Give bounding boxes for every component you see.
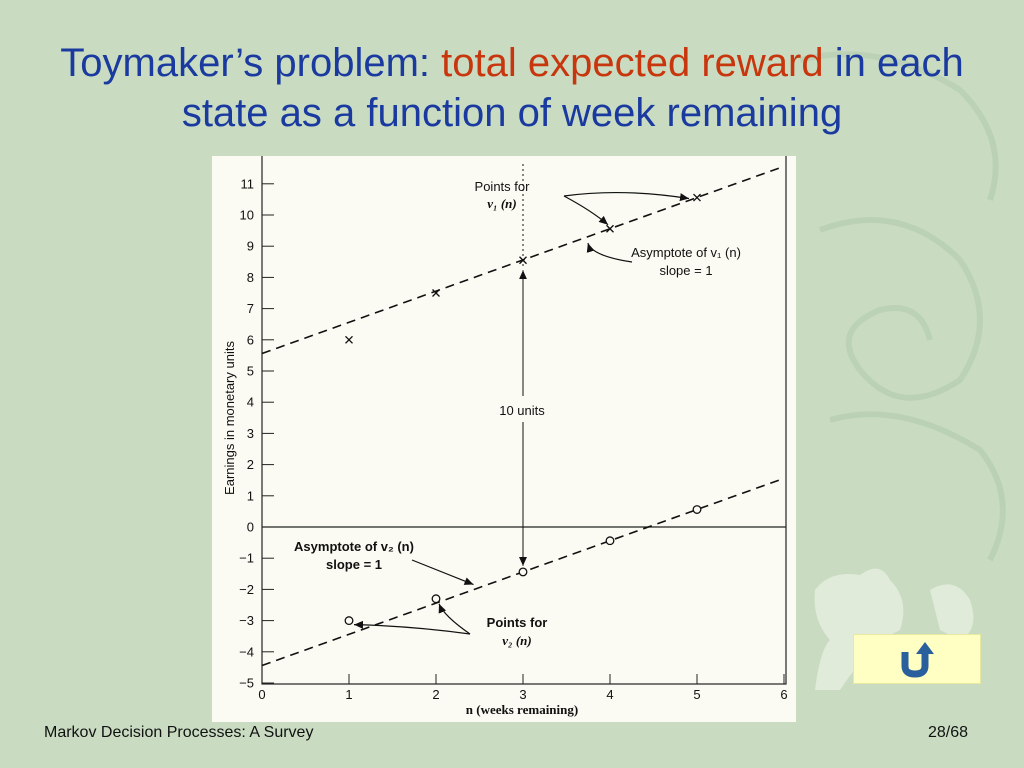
- v1-points-arrow-1: [563, 191, 690, 202]
- x-tick-label: 3: [519, 687, 526, 702]
- data-point-v1(n): [693, 193, 701, 202]
- v2-asymptote-label-line2: slope = 1: [326, 557, 382, 572]
- x-tick-label: 0: [258, 687, 265, 702]
- y-tick-label: 8: [247, 270, 254, 285]
- data-point-v1(n): [345, 335, 353, 344]
- data-point-v2(n): [344, 616, 354, 626]
- plot-frame: [261, 156, 787, 685]
- data-point-v2(n): [518, 567, 528, 577]
- y-tick-label: 9: [247, 239, 254, 254]
- y-tick-label: 11: [241, 176, 255, 191]
- return-u-turn-icon: [901, 642, 934, 678]
- v2-asymptote-arrow: [411, 559, 474, 586]
- v2-points-label-line2: v₂ (n): [502, 633, 531, 648]
- chart-panel: Points for v₁ (n) Asymptote of v₁ (n) sl…: [212, 156, 796, 722]
- y-tick-label: −5: [239, 676, 254, 691]
- gap-label: 10 units: [499, 403, 545, 418]
- x-tick-label: 1: [345, 687, 352, 702]
- y-tick-label: −3: [239, 613, 254, 628]
- page-title: Toymaker’s problem: total expected rewar…: [60, 41, 964, 135]
- v1-asymptote-label-line1: Asymptote of v₁ (n): [631, 245, 741, 260]
- y-axis-label: Earnings in monetary units: [222, 341, 237, 495]
- v1-asymptote-arrow: [586, 242, 633, 263]
- data-point-v1(n): [432, 289, 440, 297]
- x-tick-label: 2: [432, 687, 439, 702]
- y-tick-label: 4: [247, 395, 254, 410]
- v1-points-label-line2: v₁ (n): [487, 196, 516, 211]
- data-point-v2(n): [605, 536, 615, 546]
- y-tick-label: 1: [247, 488, 254, 503]
- return-button[interactable]: [853, 634, 981, 684]
- v1-asymptote-label-line2: slope = 1: [659, 263, 712, 278]
- data-point-v2(n): [431, 594, 441, 604]
- y-tick-label: −2: [239, 582, 254, 597]
- y-tick-label: −1: [239, 551, 254, 566]
- v2-points-label-line1: Points for: [487, 615, 548, 630]
- chart: Points for v₁ (n) Asymptote of v₁ (n) sl…: [222, 156, 788, 717]
- y-tick-label: 5: [247, 364, 254, 379]
- data-point-v1(n): [606, 224, 614, 233]
- y-tick-label: 2: [247, 457, 254, 472]
- v1-points-arrow-2: [563, 195, 609, 226]
- y-tick-label: 7: [247, 301, 254, 316]
- v1-points-label-line1: Points for: [475, 179, 531, 194]
- x-tick-label: 6: [780, 687, 787, 702]
- footer-title: Markov Decision Processes: A Survey: [44, 724, 314, 741]
- title-accent: total expected reward: [441, 41, 824, 85]
- slide-number: 28/68: [927, 724, 968, 741]
- y-tick-label: 3: [247, 426, 254, 441]
- v2-points-arrow-2: [438, 603, 471, 635]
- v2-points-arrow-1: [353, 620, 471, 635]
- y-tick-label: 0: [247, 520, 254, 535]
- data-point-v2(n): [692, 505, 702, 514]
- x-axis-label: n (weeks remaining): [466, 702, 578, 717]
- y-tick-label: −4: [239, 644, 254, 659]
- x-tick-label: 5: [693, 687, 700, 702]
- y-tick-label: 6: [247, 332, 254, 347]
- x-tick-label: 4: [606, 687, 613, 702]
- y-tick-label: 10: [240, 208, 254, 223]
- v2-asymptote-label-line1: Asymptote of v₂ (n): [294, 539, 414, 554]
- dragon-ornament: [814, 568, 974, 690]
